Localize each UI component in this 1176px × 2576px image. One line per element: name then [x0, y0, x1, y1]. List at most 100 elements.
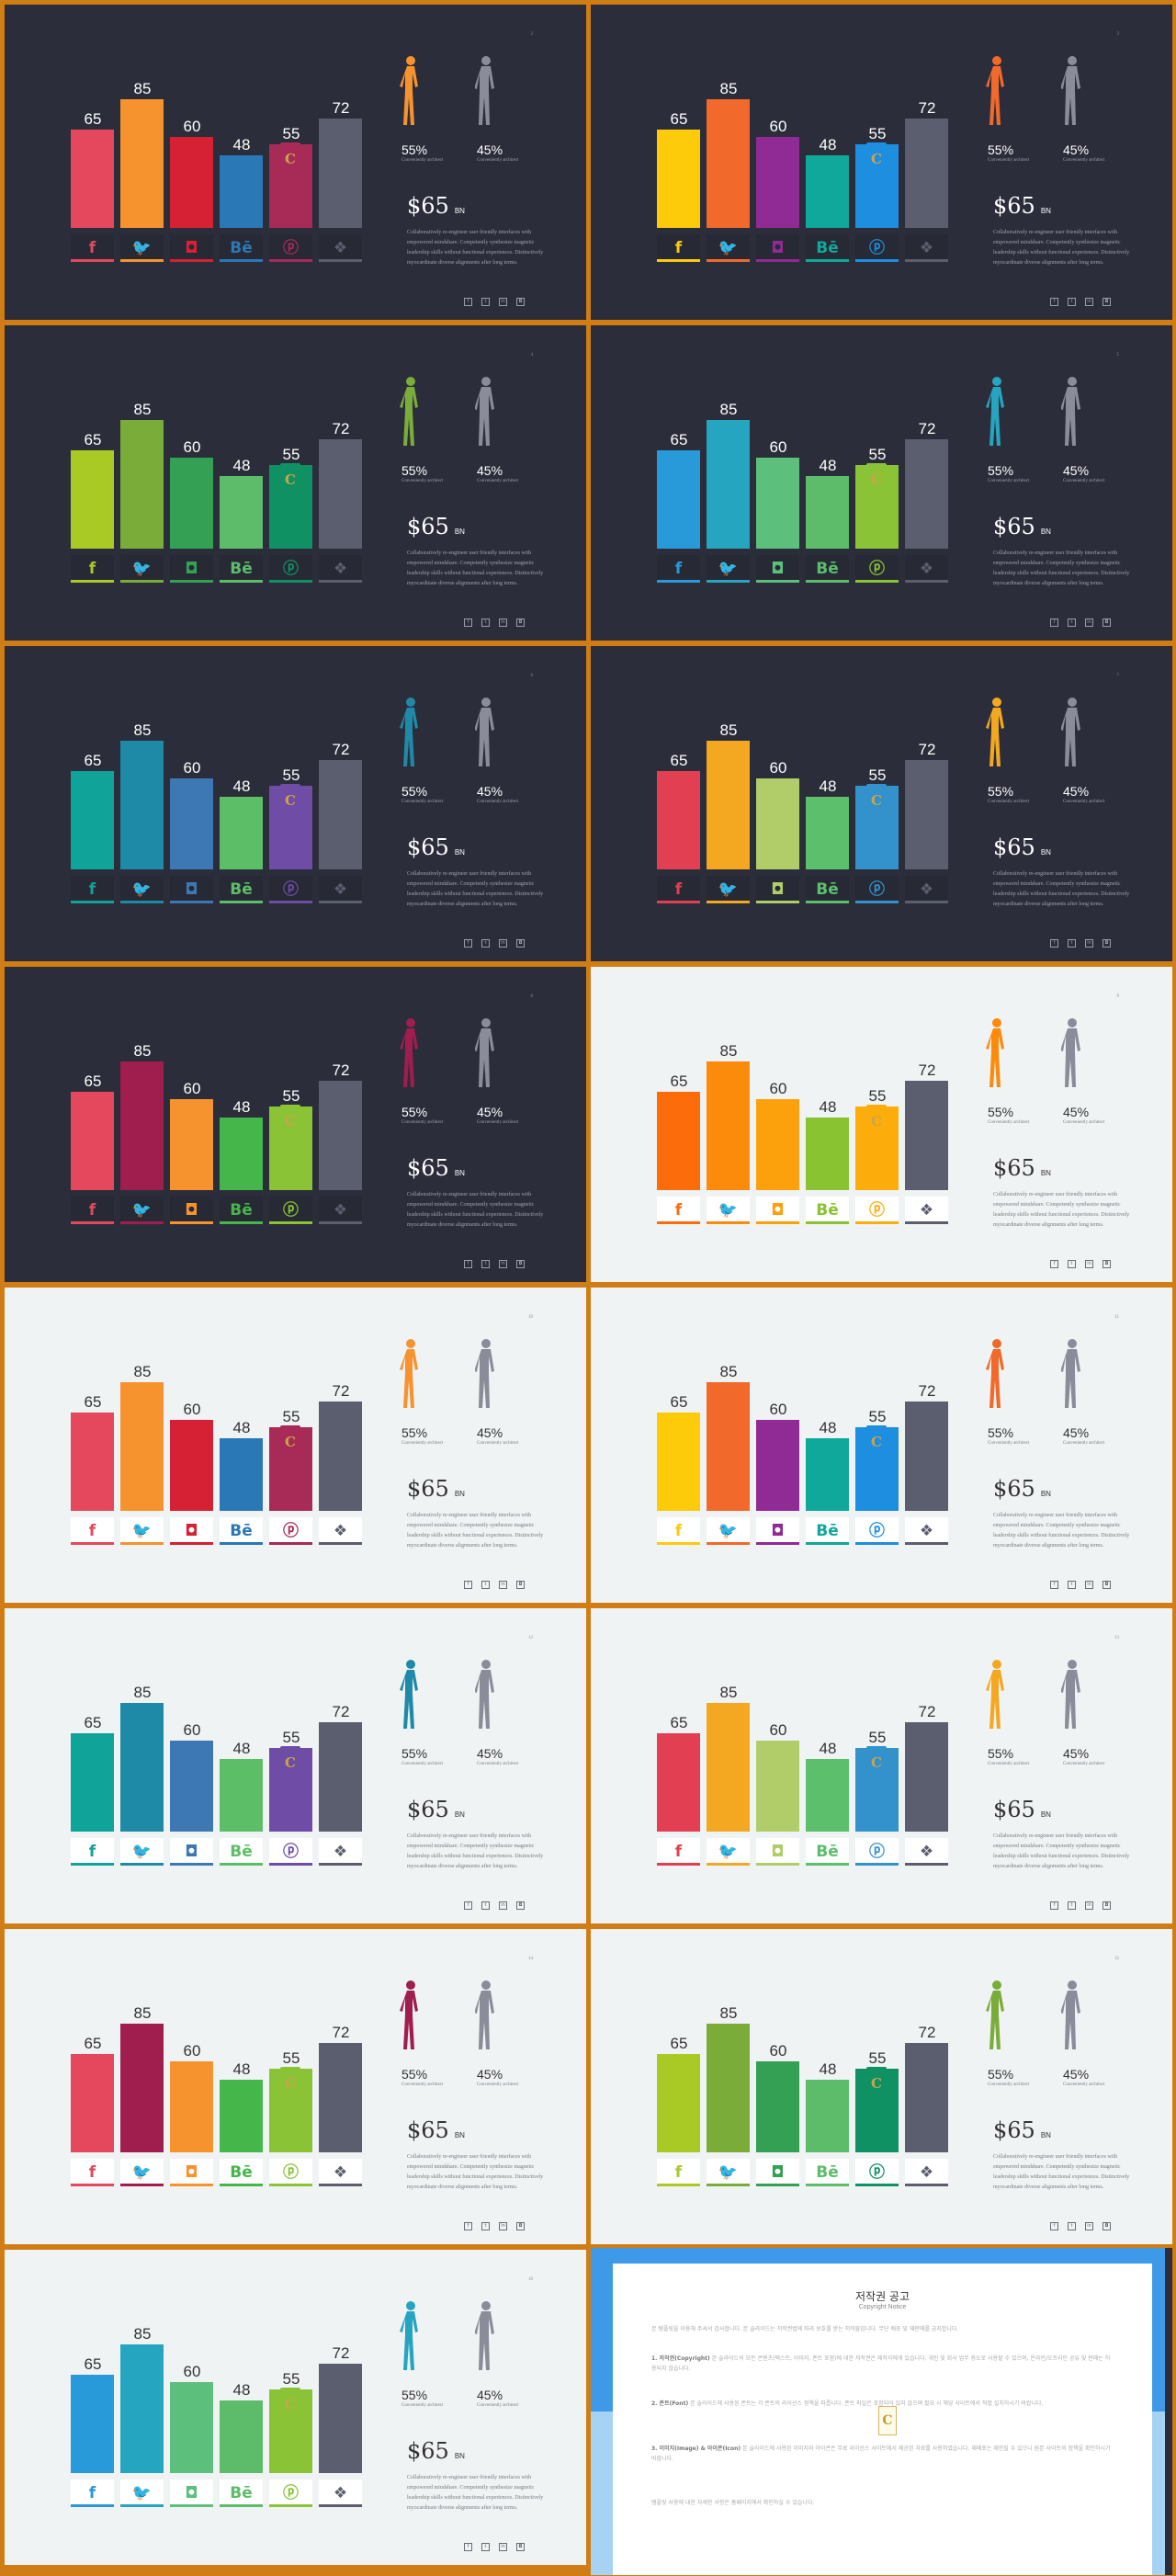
instagram-icon-box[interactable]: ◘: [170, 1197, 213, 1224]
footer-social-icon[interactable]: in: [1085, 1260, 1093, 1268]
footer-social-icon[interactable]: f: [464, 618, 472, 627]
behance-icon-box[interactable]: Bē: [806, 555, 849, 583]
footer-social-icon[interactable]: in: [499, 1901, 507, 1910]
instagram-icon-box[interactable]: ◘: [170, 555, 213, 583]
instagram-icon-box[interactable]: ◘: [170, 1838, 213, 1866]
twitter-icon-box[interactable]: 🐦: [120, 2159, 164, 2186]
instagram-icon-box[interactable]: ◘: [170, 876, 213, 903]
footer-social-icon[interactable]: t: [481, 1581, 490, 1589]
footer-social-icon[interactable]: f: [464, 298, 472, 306]
twitter-icon-box[interactable]: 🐦: [707, 1197, 750, 1224]
facebook-icon-box[interactable]: f: [657, 876, 700, 903]
instagram-icon-box[interactable]: ◘: [756, 1838, 799, 1866]
twitter-icon-box[interactable]: 🐦: [120, 555, 164, 583]
behance-icon-box[interactable]: Bē: [220, 2480, 263, 2507]
twitter-icon-box[interactable]: 🐦: [120, 1197, 164, 1224]
behance-icon-box[interactable]: Bē: [220, 555, 263, 583]
dropbox-icon-box[interactable]: ❖: [319, 876, 362, 903]
facebook-icon-box[interactable]: f: [71, 1197, 114, 1224]
behance-icon-box[interactable]: Bē: [220, 234, 263, 262]
twitter-icon-box[interactable]: 🐦: [120, 1517, 164, 1545]
pinterest-icon-box[interactable]: ⓟ: [855, 1197, 899, 1224]
pinterest-icon-box[interactable]: ⓟ: [855, 1517, 899, 1545]
footer-social-icon[interactable]: f: [1050, 298, 1058, 306]
footer-social-icon[interactable]: t: [481, 1901, 490, 1910]
facebook-icon-box[interactable]: f: [71, 555, 114, 583]
twitter-icon-box[interactable]: 🐦: [120, 1838, 164, 1866]
twitter-icon-box[interactable]: 🐦: [707, 555, 750, 583]
footer-social-icon[interactable]: in: [1085, 1901, 1093, 1910]
footer-social-icon[interactable]: ◘: [516, 1901, 525, 1910]
twitter-icon-box[interactable]: 🐦: [120, 234, 164, 262]
footer-social-icon[interactable]: in: [1085, 2222, 1093, 2230]
dropbox-icon-box[interactable]: ❖: [905, 2159, 948, 2186]
dropbox-icon-box[interactable]: ❖: [905, 555, 948, 583]
footer-social-icon[interactable]: in: [1085, 1581, 1093, 1589]
pinterest-icon-box[interactable]: ⓟ: [269, 555, 312, 583]
dropbox-icon-box[interactable]: ❖: [905, 234, 948, 262]
instagram-icon-box[interactable]: ◘: [756, 876, 799, 903]
footer-social-icon[interactable]: t: [481, 939, 490, 948]
instagram-icon-box[interactable]: ◘: [170, 2480, 213, 2507]
behance-icon-box[interactable]: Bē: [220, 1838, 263, 1866]
dropbox-icon-box[interactable]: ❖: [319, 555, 362, 583]
facebook-icon-box[interactable]: f: [657, 1517, 700, 1545]
footer-social-icon[interactable]: ◘: [1102, 2222, 1111, 2230]
facebook-icon-box[interactable]: f: [71, 2480, 114, 2507]
behance-icon-box[interactable]: Bē: [220, 2159, 263, 2186]
footer-social-icon[interactable]: in: [499, 2222, 507, 2230]
facebook-icon-box[interactable]: f: [71, 876, 114, 903]
footer-social-icon[interactable]: t: [481, 1260, 490, 1268]
behance-icon-box[interactable]: Bē: [220, 876, 263, 903]
instagram-icon-box[interactable]: ◘: [756, 1517, 799, 1545]
pinterest-icon-box[interactable]: ⓟ: [269, 1838, 312, 1866]
facebook-icon-box[interactable]: f: [71, 2159, 114, 2186]
dropbox-icon-box[interactable]: ❖: [905, 1197, 948, 1224]
footer-social-icon[interactable]: in: [499, 2543, 507, 2551]
instagram-icon-box[interactable]: ◘: [170, 2159, 213, 2186]
pinterest-icon-box[interactable]: ⓟ: [269, 2159, 312, 2186]
footer-social-icon[interactable]: ◘: [1102, 1260, 1111, 1268]
pinterest-icon-box[interactable]: ⓟ: [855, 234, 899, 262]
twitter-icon-box[interactable]: 🐦: [707, 1838, 750, 1866]
footer-social-icon[interactable]: in: [499, 1581, 507, 1589]
behance-icon-box[interactable]: Bē: [220, 1517, 263, 1545]
footer-social-icon[interactable]: ◘: [1102, 298, 1111, 306]
dropbox-icon-box[interactable]: ❖: [319, 1838, 362, 1866]
footer-social-icon[interactable]: f: [1050, 1901, 1058, 1910]
instagram-icon-box[interactable]: ◘: [756, 234, 799, 262]
footer-social-icon[interactable]: in: [499, 298, 507, 306]
footer-social-icon[interactable]: t: [481, 298, 490, 306]
facebook-icon-box[interactable]: f: [71, 1517, 114, 1545]
footer-social-icon[interactable]: t: [1068, 939, 1076, 948]
instagram-icon-box[interactable]: ◘: [756, 555, 799, 583]
pinterest-icon-box[interactable]: ⓟ: [269, 876, 312, 903]
instagram-icon-box[interactable]: ◘: [756, 2159, 799, 2186]
footer-social-icon[interactable]: ◘: [516, 2543, 525, 2551]
behance-icon-box[interactable]: Bē: [806, 1517, 849, 1545]
dropbox-icon-box[interactable]: ❖: [905, 876, 948, 903]
footer-social-icon[interactable]: t: [481, 618, 490, 627]
footer-social-icon[interactable]: ◘: [516, 298, 525, 306]
instagram-icon-box[interactable]: ◘: [170, 1517, 213, 1545]
footer-social-icon[interactable]: t: [1068, 1581, 1076, 1589]
footer-social-icon[interactable]: t: [1068, 618, 1076, 627]
facebook-icon-box[interactable]: f: [657, 555, 700, 583]
instagram-icon-box[interactable]: ◘: [756, 1197, 799, 1224]
facebook-icon-box[interactable]: f: [71, 234, 114, 262]
behance-icon-box[interactable]: Bē: [806, 876, 849, 903]
pinterest-icon-box[interactable]: ⓟ: [855, 876, 899, 903]
footer-social-icon[interactable]: ◘: [516, 2222, 525, 2230]
behance-icon-box[interactable]: Bē: [806, 1197, 849, 1224]
footer-social-icon[interactable]: t: [481, 2543, 490, 2551]
twitter-icon-box[interactable]: 🐦: [120, 876, 164, 903]
facebook-icon-box[interactable]: f: [657, 234, 700, 262]
pinterest-icon-box[interactable]: ⓟ: [855, 1838, 899, 1866]
twitter-icon-box[interactable]: 🐦: [707, 234, 750, 262]
behance-icon-box[interactable]: Bē: [220, 1197, 263, 1224]
pinterest-icon-box[interactable]: ⓟ: [269, 2480, 312, 2507]
pinterest-icon-box[interactable]: ⓟ: [855, 555, 899, 583]
footer-social-icon[interactable]: in: [1085, 939, 1093, 948]
pinterest-icon-box[interactable]: ⓟ: [269, 1197, 312, 1224]
twitter-icon-box[interactable]: 🐦: [707, 2159, 750, 2186]
